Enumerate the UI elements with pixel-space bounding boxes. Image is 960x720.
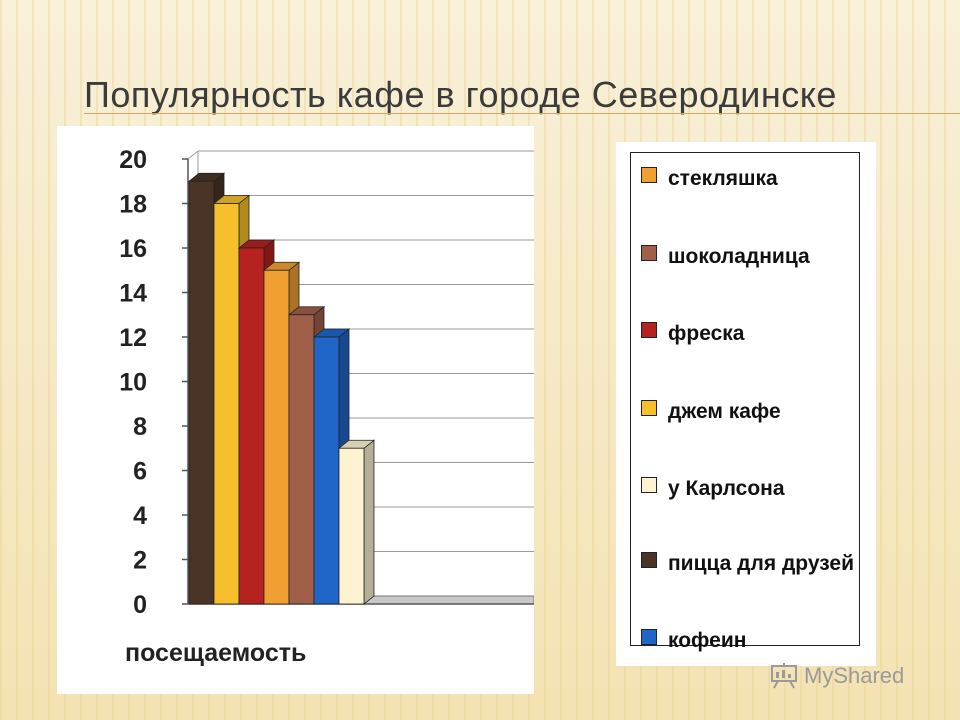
bar-front <box>338 447 365 605</box>
bar-front <box>288 314 315 605</box>
y-tick-label: 14 <box>119 280 147 308</box>
legend-label: у Карлсона <box>668 477 785 500</box>
legend-swatch <box>641 552 657 568</box>
bar-front <box>263 269 290 605</box>
bar-front <box>188 180 215 605</box>
x-category-label: посещаемость <box>125 639 306 667</box>
y-tick-label: 16 <box>119 235 147 263</box>
legend-label: фреска <box>668 322 745 345</box>
y-tick-label: 4 <box>133 502 147 530</box>
bar-front <box>238 247 265 605</box>
legend-label: джем кафе <box>668 400 781 423</box>
legend-label: шоколадница <box>668 245 810 268</box>
y-tick-label: 10 <box>119 369 147 397</box>
y-tick-labels: 0 2 4 6 8 10 12 14 16 18 20 <box>119 146 147 619</box>
legend-label: стекляшка <box>668 167 778 190</box>
legend-panel: стекляшка шоколадница фреска джем кафе у Кар… <box>616 142 876 666</box>
y-tick-label: 12 <box>119 324 147 352</box>
chart-panel: 0 2 4 6 8 10 12 14 16 18 20 посещаемость <box>57 126 534 694</box>
bar <box>337 439 376 605</box>
legend-swatch <box>641 322 657 338</box>
title-divider <box>84 113 960 114</box>
y-tick-label: 18 <box>119 191 147 219</box>
y-tick-label: 6 <box>133 458 147 486</box>
legend-swatch <box>641 245 657 261</box>
legend-swatch <box>641 477 657 493</box>
legend-swatch <box>641 629 657 645</box>
slide-title: Популярность кафе в городе Северодинске <box>84 74 837 115</box>
presentation-board-icon <box>770 663 798 689</box>
chart-bars <box>187 172 376 605</box>
y-tick-label: 0 <box>133 591 147 619</box>
legend-label: пицца для друзей <box>668 552 854 575</box>
bar-side <box>363 439 375 605</box>
gridline-depth <box>187 150 199 160</box>
legend-swatch <box>641 400 657 416</box>
bar-front <box>313 336 340 605</box>
y-tick-label: 2 <box>133 547 147 575</box>
watermark: MyShared <box>770 660 904 692</box>
y-tick-label: 20 <box>119 146 147 174</box>
legend: стекляшка шоколадница фреска джем кафе у Кар… <box>630 152 860 652</box>
legend-swatch <box>641 167 657 183</box>
legend-label: кофеин <box>668 629 747 652</box>
bar-chart: 0 2 4 6 8 10 12 14 16 18 20 посещаемость <box>119 146 534 667</box>
watermark-text: MyShared <box>804 663 905 688</box>
bar-front <box>213 203 240 605</box>
y-tick-label: 8 <box>133 413 147 441</box>
